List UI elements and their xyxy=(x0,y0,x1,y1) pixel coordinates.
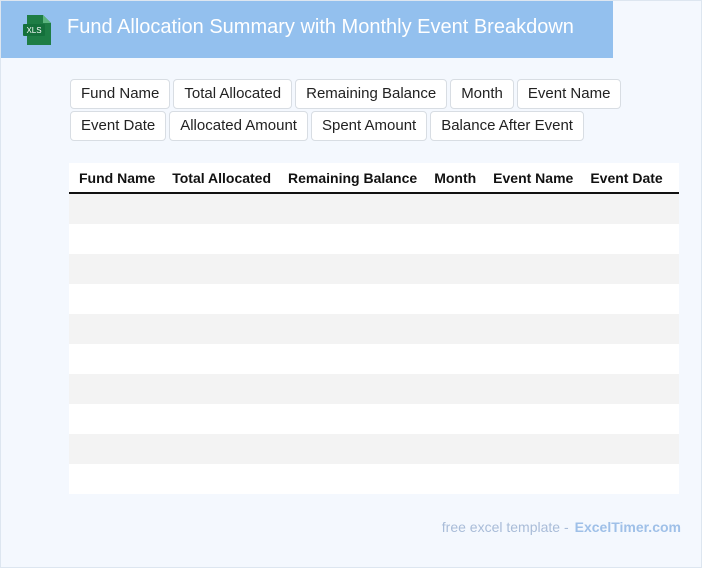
field-chip[interactable]: Fund Name xyxy=(70,79,171,109)
footer: free excel template - ExcelTimer.com xyxy=(442,519,681,535)
table-row xyxy=(69,314,679,344)
table-row xyxy=(69,434,679,464)
table-row xyxy=(69,374,679,404)
file-icon xyxy=(23,15,51,45)
field-chip[interactable]: Event Name xyxy=(516,79,622,109)
table-row xyxy=(69,254,679,284)
field-chip[interactable]: Event Date xyxy=(70,111,167,141)
column-header: Fund Name xyxy=(79,170,156,186)
table-row xyxy=(69,464,679,494)
table-row xyxy=(69,284,679,314)
table: Fund Name Total Allocated Remaining Balanc… xyxy=(69,163,679,494)
footer-brand[interactable]: ExcelTimer.com xyxy=(574,519,681,535)
page-title: Fund Allocation Summary with Monthly Eve… xyxy=(67,16,574,38)
column-header: Remaining Balance xyxy=(288,170,418,186)
field-chip[interactable]: Spent Amount xyxy=(310,111,428,141)
table-row xyxy=(69,404,679,434)
column-header: Allocated Amount xyxy=(670,163,679,192)
icon-label: XLS xyxy=(26,26,42,35)
field-list: Fund Name Total Allocated Remaining Balanc… xyxy=(70,79,630,141)
field-chip[interactable]: Total Allocated xyxy=(173,79,293,109)
field-chip[interactable]: Remaining Balance xyxy=(295,79,448,109)
column-header: Total Allocated xyxy=(172,170,272,186)
header-bar: XLS Fund Allocation Summary with Monthly… xyxy=(1,1,613,58)
field-chip[interactable]: Balance After Event xyxy=(430,111,584,141)
table-row xyxy=(69,224,679,254)
footer-text: free excel template - xyxy=(441,519,569,535)
table-row xyxy=(69,344,679,374)
column-header: Event Date xyxy=(590,170,663,186)
column-header: Event Name xyxy=(493,170,574,186)
field-chip[interactable]: Allocated Amount xyxy=(169,111,308,141)
field-chip[interactable]: Month xyxy=(450,79,514,109)
table-body xyxy=(69,194,679,494)
table-header: Fund Name Total Allocated Remaining Balanc… xyxy=(69,163,679,194)
table-row xyxy=(69,194,679,224)
column-header: Month xyxy=(434,170,477,186)
